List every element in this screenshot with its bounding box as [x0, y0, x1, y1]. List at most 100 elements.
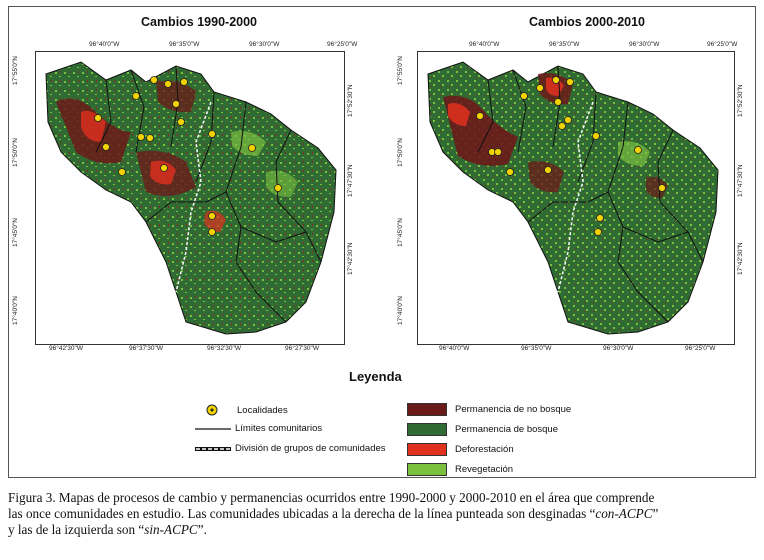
locality-marker	[248, 144, 256, 152]
locality-marker	[146, 134, 154, 142]
non-forest-patch	[528, 161, 564, 193]
non-forest-patch	[156, 80, 196, 113]
map1-top-tick: 96°30'0"W	[249, 41, 280, 48]
legend-class-revegetacion: Revegetación	[407, 463, 513, 476]
locality-marker	[520, 92, 528, 100]
group-division	[557, 101, 594, 293]
locality-marker	[558, 122, 566, 130]
map1-bottom-tick: 96°37'30"W	[129, 345, 163, 352]
deforestation-patch	[448, 103, 470, 126]
localities	[476, 76, 666, 236]
dashed-line-icon	[195, 446, 231, 451]
map2-top-tick: 96°40'0"W	[469, 41, 500, 48]
map2-left-tick: 17°50'0"N	[397, 138, 404, 167]
caption-line-1: Figura 3. Mapas de procesos de cambio y …	[8, 490, 655, 505]
caption-line-2: las once comunidades en estudio. Las com…	[8, 506, 758, 522]
locality-marker	[506, 168, 514, 176]
map2-bottom-tick: 96°30'0"W	[603, 345, 634, 352]
map2-right-tick: 17°42'30"N	[737, 242, 744, 275]
map1-right-tick: 17°47'30"N	[347, 164, 354, 197]
locality-marker	[544, 166, 552, 174]
revegetation-patch	[618, 141, 650, 166]
figure-frame: Cambios 1990-2000 96°40'0"W 96°35'0"W 96…	[8, 6, 756, 478]
map1-top-tick: 96°25'0"W	[327, 41, 358, 48]
map1-bottom-tick: 96°42'30"W	[49, 345, 83, 352]
map2-top-tick: 96°35'0"W	[549, 41, 580, 48]
swatch-deforestacion	[407, 443, 447, 456]
map2-left-tick: 17°55'0"N	[397, 56, 404, 85]
map2-bottom-tick: 96°35'0"W	[521, 345, 552, 352]
legend-limites-label: Límites comunitarios	[235, 423, 323, 434]
locality-marker	[208, 130, 216, 138]
map-2000-2010	[417, 51, 735, 345]
legend-class-label: Revegetación	[455, 464, 514, 475]
map2-right-tick: 17°52'30"N	[737, 84, 744, 117]
map1-top-tick: 96°40'0"W	[89, 41, 120, 48]
map2-right-tick: 17°47'30"N	[737, 164, 744, 197]
legend-localidades: Localidades	[205, 403, 288, 417]
revegetation-patch	[266, 170, 298, 198]
locality-marker	[274, 184, 282, 192]
caption-italic: sin-ACPC	[144, 522, 198, 537]
locality-marker	[208, 228, 216, 236]
legend-class-label: Deforestación	[455, 444, 514, 455]
map2-svg	[427, 61, 719, 335]
locality-marker	[180, 78, 188, 86]
map-1990-2000	[35, 51, 345, 345]
map2-bottom-tick: 96°25'0"W	[685, 345, 716, 352]
caption-text: ”	[652, 506, 659, 521]
locality-marker	[118, 168, 126, 176]
map1-right-tick: 17°42'30"N	[347, 242, 354, 275]
non-forest-patch	[646, 177, 668, 198]
map2-left-tick: 17°45'0"N	[397, 218, 404, 247]
locality-marker	[177, 118, 185, 126]
map1-svg	[45, 61, 337, 335]
legend-limites: Límites comunitarios	[195, 423, 322, 434]
locality-marker	[592, 132, 600, 140]
legend-division: División de grupos de comunidades	[195, 443, 386, 454]
deforestation-patch	[150, 160, 176, 185]
map1-bottom-tick: 96°32'30"W	[207, 345, 241, 352]
map1-left-tick: 17°50'0"N	[12, 138, 19, 167]
line-icon	[195, 427, 231, 430]
map-title-2000-2010: Cambios 2000-2010	[528, 15, 646, 29]
localities	[94, 76, 282, 236]
map1-bottom-tick: 96°27'30"W	[285, 345, 319, 352]
legend-class-no-bosque: Permanencia de no bosque	[407, 403, 571, 416]
locality-marker	[494, 148, 502, 156]
swatch-revegetacion	[407, 463, 447, 476]
locality-marker	[552, 76, 560, 84]
map1-left-tick: 17°55'0"N	[12, 56, 19, 85]
map2-top-tick: 96°25'0"W	[707, 41, 738, 48]
map1-right-tick: 17°52'30"N	[347, 84, 354, 117]
swatch-no-bosque	[407, 403, 447, 416]
locality-marker	[554, 98, 562, 106]
locality-marker	[536, 84, 544, 92]
map2-top-tick: 96°30'0"W	[629, 41, 660, 48]
caption-text: las once comunidades en estudio. Las com…	[8, 506, 596, 521]
legend-title: Leyenda	[349, 369, 402, 384]
legend-class-deforestacion: Deforestación	[407, 443, 514, 456]
map1-top-tick: 96°35'0"W	[169, 41, 200, 48]
map2-bottom-tick: 96°40'0"W	[439, 345, 470, 352]
locality-marker	[160, 164, 168, 172]
locality-marker	[164, 80, 172, 88]
locality-marker	[634, 146, 642, 154]
swatch-bosque	[407, 423, 447, 436]
group-division	[175, 101, 212, 293]
locality-marker	[594, 228, 602, 236]
map1-left-tick: 17°40'0"N	[12, 296, 19, 325]
locality-marker	[596, 214, 604, 222]
locality-icon	[206, 404, 218, 416]
locality-marker	[172, 100, 180, 108]
locality-marker	[137, 133, 145, 141]
legend-localidades-label: Localidades	[237, 404, 288, 416]
locality-marker	[102, 143, 110, 151]
locality-marker	[208, 212, 216, 220]
locality-marker	[132, 92, 140, 100]
caption-text: y las de la izquierda son “	[8, 522, 145, 537]
legend-class-label: Permanencia de no bosque	[455, 404, 572, 415]
legend-class-label: Permanencia de bosque	[455, 424, 558, 435]
locality-marker	[476, 112, 484, 120]
map2-left-tick: 17°40'0"N	[397, 296, 404, 325]
